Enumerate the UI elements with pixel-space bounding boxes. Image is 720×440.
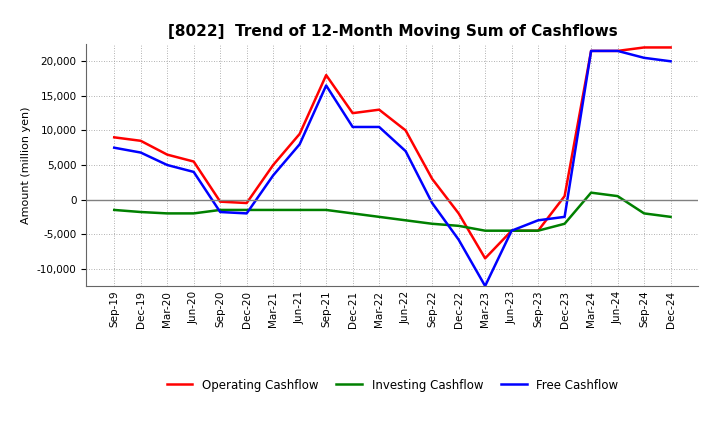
Operating Cashflow: [666, 45, 675, 50]
Operating Cashflow: [110, 135, 119, 140]
Investing Cashflow: [587, 190, 595, 195]
Free Cashflow: [428, 200, 436, 205]
Free Cashflow: [454, 237, 463, 242]
Investing Cashflow: [295, 207, 304, 213]
Free Cashflow: [189, 169, 198, 175]
Free Cashflow: [348, 125, 357, 130]
Operating Cashflow: [375, 107, 384, 112]
Investing Cashflow: [613, 194, 622, 199]
Investing Cashflow: [348, 211, 357, 216]
Free Cashflow: [560, 214, 569, 220]
Free Cashflow: [481, 283, 490, 289]
Investing Cashflow: [269, 207, 277, 213]
Line: Investing Cashflow: Investing Cashflow: [114, 193, 670, 231]
Operating Cashflow: [189, 159, 198, 164]
Investing Cashflow: [216, 207, 225, 213]
Free Cashflow: [375, 125, 384, 130]
Operating Cashflow: [454, 211, 463, 216]
Free Cashflow: [640, 55, 649, 60]
Free Cashflow: [110, 145, 119, 150]
Free Cashflow: [243, 211, 251, 216]
Investing Cashflow: [375, 214, 384, 220]
Free Cashflow: [508, 228, 516, 233]
Investing Cashflow: [640, 211, 649, 216]
Operating Cashflow: [428, 176, 436, 181]
Investing Cashflow: [508, 228, 516, 233]
Operating Cashflow: [534, 228, 542, 233]
Free Cashflow: [587, 48, 595, 54]
Line: Operating Cashflow: Operating Cashflow: [114, 48, 670, 258]
Operating Cashflow: [163, 152, 171, 157]
Investing Cashflow: [243, 207, 251, 213]
Free Cashflow: [666, 59, 675, 64]
Y-axis label: Amount (million yen): Amount (million yen): [22, 106, 32, 224]
Investing Cashflow: [428, 221, 436, 227]
Operating Cashflow: [216, 199, 225, 204]
Investing Cashflow: [163, 211, 171, 216]
Free Cashflow: [534, 218, 542, 223]
Investing Cashflow: [401, 218, 410, 223]
Free Cashflow: [269, 173, 277, 178]
Operating Cashflow: [401, 128, 410, 133]
Investing Cashflow: [136, 209, 145, 215]
Operating Cashflow: [481, 256, 490, 261]
Title: [8022]  Trend of 12-Month Moving Sum of Cashflows: [8022] Trend of 12-Month Moving Sum of C…: [168, 24, 617, 39]
Investing Cashflow: [322, 207, 330, 213]
Free Cashflow: [322, 83, 330, 88]
Investing Cashflow: [666, 214, 675, 220]
Operating Cashflow: [243, 200, 251, 205]
Investing Cashflow: [481, 228, 490, 233]
Operating Cashflow: [136, 138, 145, 143]
Operating Cashflow: [508, 228, 516, 233]
Free Cashflow: [216, 209, 225, 215]
Investing Cashflow: [560, 221, 569, 227]
Investing Cashflow: [534, 228, 542, 233]
Investing Cashflow: [110, 207, 119, 213]
Operating Cashflow: [348, 110, 357, 116]
Free Cashflow: [401, 149, 410, 154]
Line: Free Cashflow: Free Cashflow: [114, 51, 670, 286]
Operating Cashflow: [560, 194, 569, 199]
Free Cashflow: [295, 142, 304, 147]
Operating Cashflow: [613, 48, 622, 54]
Free Cashflow: [613, 48, 622, 54]
Operating Cashflow: [269, 162, 277, 168]
Investing Cashflow: [189, 211, 198, 216]
Operating Cashflow: [322, 73, 330, 78]
Operating Cashflow: [640, 45, 649, 50]
Operating Cashflow: [295, 131, 304, 136]
Free Cashflow: [163, 162, 171, 168]
Free Cashflow: [136, 150, 145, 155]
Operating Cashflow: [587, 48, 595, 54]
Investing Cashflow: [454, 223, 463, 228]
Legend: Operating Cashflow, Investing Cashflow, Free Cashflow: Operating Cashflow, Investing Cashflow, …: [162, 374, 623, 396]
